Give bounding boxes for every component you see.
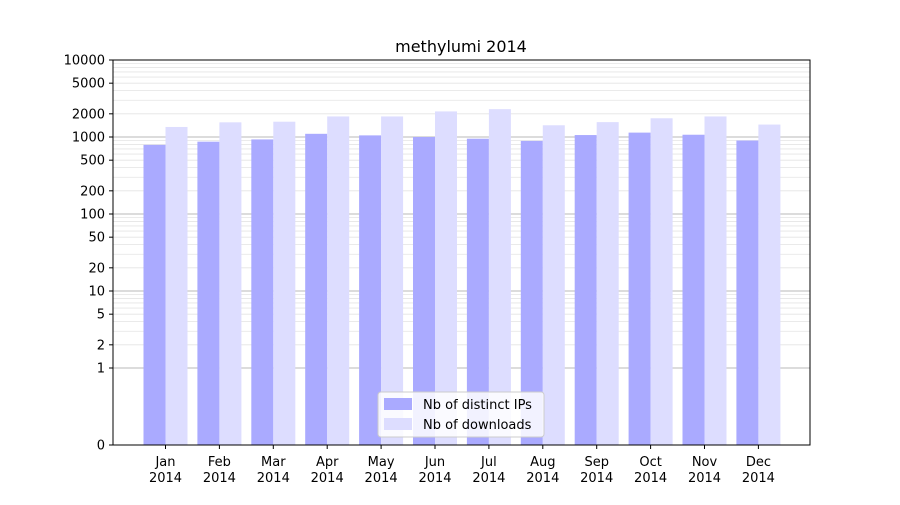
bar-ips-7: [466, 138, 489, 446]
plot-frame: [112, 59, 811, 446]
bar-ips-12: [736, 140, 759, 446]
y-tick-label: 20: [88, 261, 105, 276]
bar-ips-10: [628, 132, 651, 445]
bar-downloads-9: [596, 122, 619, 446]
y-tick-label: 1000: [72, 131, 105, 146]
x-axis: Jan 2014 Feb 2014 Mar 2014 Apr 2014 May 2014 Jun 20…: [149, 445, 775, 486]
bar-ips-2: [197, 141, 220, 445]
x-tick-label: Oct 2014: [634, 455, 667, 486]
bar-downloads-11: [704, 116, 727, 445]
bar-downloads-5: [381, 116, 404, 445]
bar-downloads-10: [650, 118, 673, 445]
bar-ips-6: [413, 137, 435, 445]
bars: [143, 109, 781, 446]
bar-ips-3: [251, 139, 274, 445]
bar-downloads-7: [488, 109, 511, 445]
x-tick-label: Nov 2014: [688, 455, 721, 486]
x-tick-label: Apr 2014: [311, 455, 344, 486]
y-tick-label: 2: [97, 338, 105, 353]
y-tick-label: 50: [88, 231, 105, 246]
x-tick-label: Aug 2014: [526, 455, 559, 486]
x-tick-label: May 2014: [365, 455, 398, 486]
bar-ips-5: [359, 135, 382, 446]
bar-ips-11: [682, 134, 705, 446]
x-tick-label: Dec 2014: [742, 455, 775, 486]
bar-downloads-4: [327, 116, 350, 445]
y-tick-label: 1: [97, 362, 105, 377]
y-tick-label: 5000: [72, 77, 105, 92]
bar-downloads-1: [165, 126, 188, 446]
y-tick-label: 2000: [72, 107, 105, 122]
x-tick-label: Jul 2014: [472, 455, 505, 486]
x-tick-label: Mar 2014: [257, 455, 290, 486]
x-tick-label: Feb 2014: [203, 455, 236, 486]
x-tick-label: Sep 2014: [580, 455, 613, 486]
bar-downloads-12: [758, 124, 781, 446]
legend-swatch: [384, 418, 412, 430]
bar-ips-4: [305, 133, 328, 446]
y-tick-label: 100: [80, 208, 105, 223]
bar-downloads-2: [219, 122, 242, 446]
y-tick-label: 10000: [64, 54, 105, 69]
legend-label: Nb of distinct IPs: [423, 398, 532, 413]
bar-downloads-8: [542, 125, 565, 445]
bar-ips-9: [574, 135, 597, 445]
legend-label: Nb of downloads: [423, 418, 532, 433]
y-tick-label: 0: [97, 439, 105, 454]
legend: Nb of distinct IPs Nb of downloads: [377, 391, 545, 438]
y-tick-label: 200: [80, 184, 105, 199]
y-tick-label: 500: [80, 154, 105, 169]
chart-title: methylumi 2014: [395, 37, 527, 56]
x-tick-label: Jun 2014: [418, 455, 451, 486]
y-tick-label: 5: [97, 308, 105, 323]
bar-downloads-3: [273, 121, 296, 446]
bar-ips-8: [520, 140, 543, 445]
bar-ips-1: [143, 144, 166, 445]
y-tick-label: 10: [88, 285, 105, 300]
y-axis: 0 1 2 5 10 20 50 100 200 500 1000 2000 5000 10000: [64, 54, 113, 454]
legend-swatch: [384, 398, 412, 410]
bar-downloads-6: [435, 111, 457, 446]
legend-box: [377, 391, 545, 438]
x-tick-label: Jan 2014: [149, 455, 182, 486]
